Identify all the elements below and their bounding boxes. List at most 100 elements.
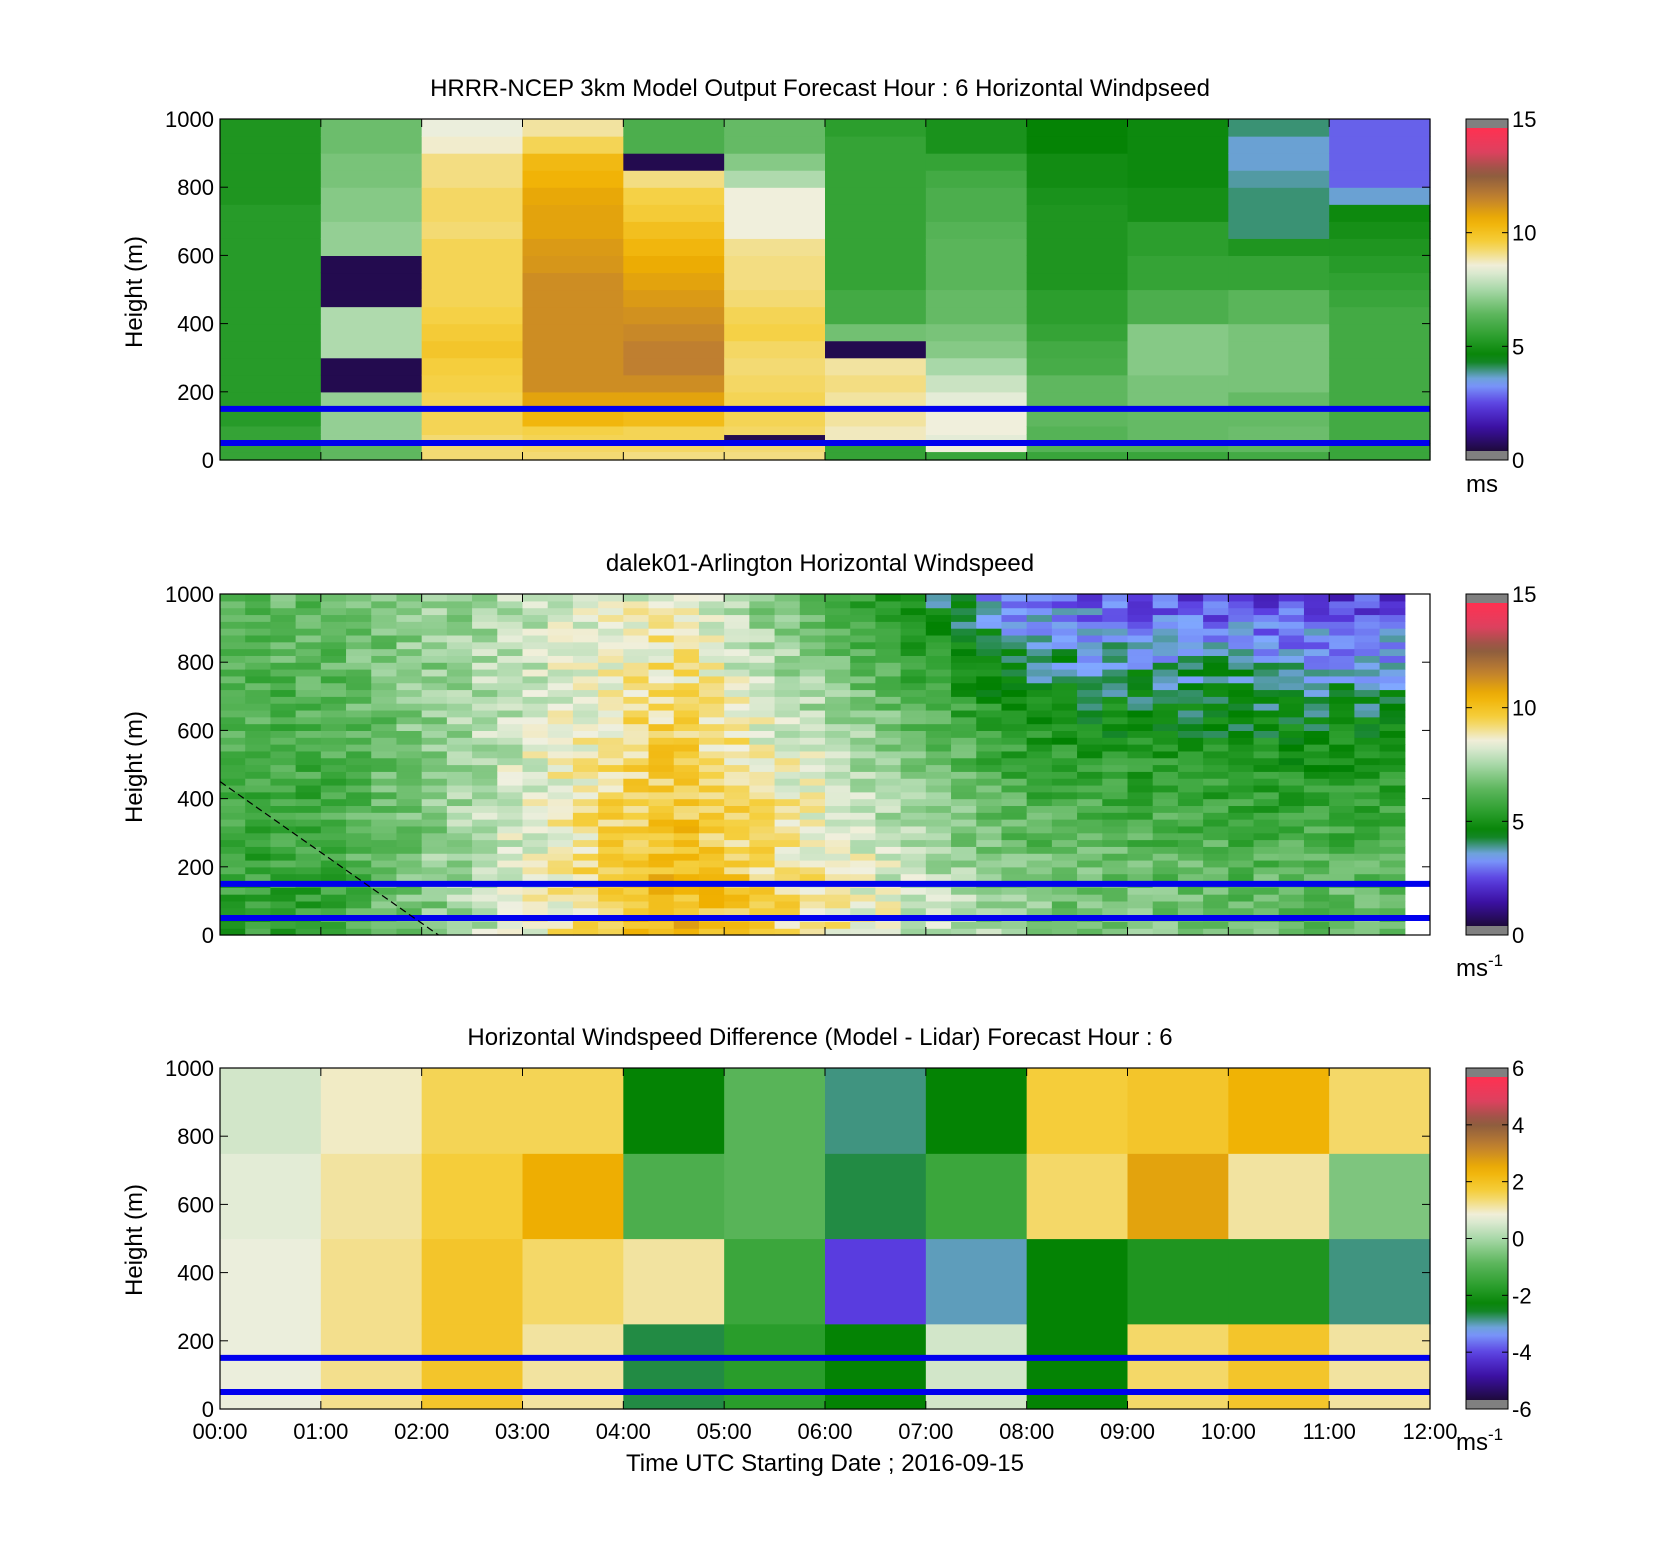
lidar-cell	[1354, 600, 1381, 609]
lidar-cell	[900, 791, 927, 800]
lidar-cell	[472, 921, 498, 929]
lidar-cell	[1303, 907, 1330, 916]
lidar-cell	[497, 866, 524, 875]
lidar-cell	[749, 805, 776, 813]
lidar-cell	[1152, 778, 1179, 786]
lidar-cell	[951, 784, 977, 793]
lidar-cell	[320, 703, 347, 711]
lidar-cell	[900, 648, 927, 656]
model-cell	[1228, 238, 1330, 256]
lidar-cell	[446, 791, 473, 800]
lidar-cell	[1354, 689, 1381, 697]
lidar-cell	[1001, 703, 1028, 711]
lidar-cell	[648, 716, 675, 725]
lidar-cell	[598, 696, 624, 704]
lidar-cell	[1102, 723, 1129, 731]
lidar-cell	[850, 819, 877, 827]
model-cell	[1329, 204, 1431, 222]
lidar-cell	[270, 703, 297, 711]
lidar-cell	[698, 907, 725, 916]
model-cell	[1026, 204, 1129, 222]
lidar-cell	[1303, 928, 1330, 936]
lidar-cell	[346, 887, 372, 895]
lidar-cell	[346, 689, 372, 697]
lidar-cell	[1001, 750, 1028, 759]
lidar-cell	[1278, 771, 1305, 779]
lidar-cell	[774, 771, 801, 779]
lidar-cell	[1177, 812, 1204, 820]
lidar-cell	[1278, 928, 1305, 936]
model-cell	[724, 408, 826, 427]
lidar-cell	[825, 600, 851, 609]
model-cell	[623, 272, 725, 291]
lidar-cell	[421, 750, 448, 759]
lidar-cell	[1228, 771, 1255, 779]
lidar-cell	[825, 900, 851, 909]
lidar-cell	[1001, 716, 1028, 725]
lidar-cell	[1026, 764, 1053, 772]
lidar-cell	[220, 716, 246, 725]
lidar-cell	[295, 641, 322, 650]
lidar-cell	[1203, 832, 1229, 841]
lidar-cell	[875, 689, 902, 697]
lidar-cell	[623, 709, 650, 718]
lidar-cell	[1127, 600, 1154, 609]
lidar-cell	[1379, 682, 1406, 691]
model-cell	[1329, 442, 1431, 453]
lidar-cell	[900, 669, 927, 677]
lidar-cell	[346, 805, 372, 813]
colorbar-scale	[1466, 1077, 1508, 1400]
lidar-cell	[522, 784, 549, 793]
model-cell	[623, 425, 725, 436]
lidar-cell	[421, 607, 448, 616]
lidar-cell	[1051, 778, 1078, 786]
lidar-cell	[623, 682, 650, 691]
colorbar-tick-label: 4	[1512, 1113, 1524, 1138]
lidar-cell	[1127, 921, 1154, 929]
lidar-cell	[673, 682, 700, 691]
lidar-cell	[976, 655, 1003, 663]
y-tick-label: 1000	[165, 107, 214, 132]
model-cell	[1127, 187, 1229, 205]
lidar-cell	[1051, 825, 1078, 834]
lidar-cell	[1203, 730, 1229, 738]
lidar-cell	[1303, 764, 1330, 772]
lidar-cell	[472, 859, 498, 868]
lidar-cell	[749, 655, 776, 663]
lidar-cell	[472, 730, 498, 738]
lidar-cell	[724, 900, 750, 909]
lidar-cell	[371, 750, 398, 759]
lidar-cell	[522, 832, 549, 841]
lidar-cell	[446, 628, 473, 636]
lidar-cell	[346, 716, 372, 725]
lidar-cell	[749, 778, 776, 786]
lidar-cell	[446, 928, 473, 936]
model-cell	[825, 434, 927, 444]
lidar-cell	[421, 614, 448, 622]
lidar-cell	[1102, 600, 1129, 609]
model-cell	[522, 357, 624, 376]
lidar-cell	[1329, 648, 1355, 656]
lidar-cell	[925, 675, 952, 684]
lidar-cell	[1051, 703, 1078, 711]
lidar-cell	[320, 696, 347, 704]
lidar-cell	[976, 703, 1003, 711]
lidar-cell	[951, 846, 977, 854]
model-cell	[220, 136, 322, 154]
lidar-cell	[547, 703, 574, 711]
lidar-cell	[220, 737, 246, 745]
lidar-cell	[1228, 675, 1255, 684]
lidar-cell	[547, 689, 574, 697]
lidar-cell	[220, 866, 246, 875]
lidar-cell	[497, 709, 524, 718]
lidar-cell	[1354, 921, 1381, 929]
lidar-cell	[850, 607, 877, 616]
lidar-cell	[749, 921, 776, 929]
lidar-cell	[522, 716, 549, 725]
model-cell	[1127, 221, 1229, 239]
lidar-cell	[598, 737, 624, 745]
lidar-cell	[1253, 887, 1280, 895]
lidar-cell	[774, 607, 801, 616]
lidar-cell	[547, 839, 574, 847]
lidar-cell	[320, 655, 347, 663]
